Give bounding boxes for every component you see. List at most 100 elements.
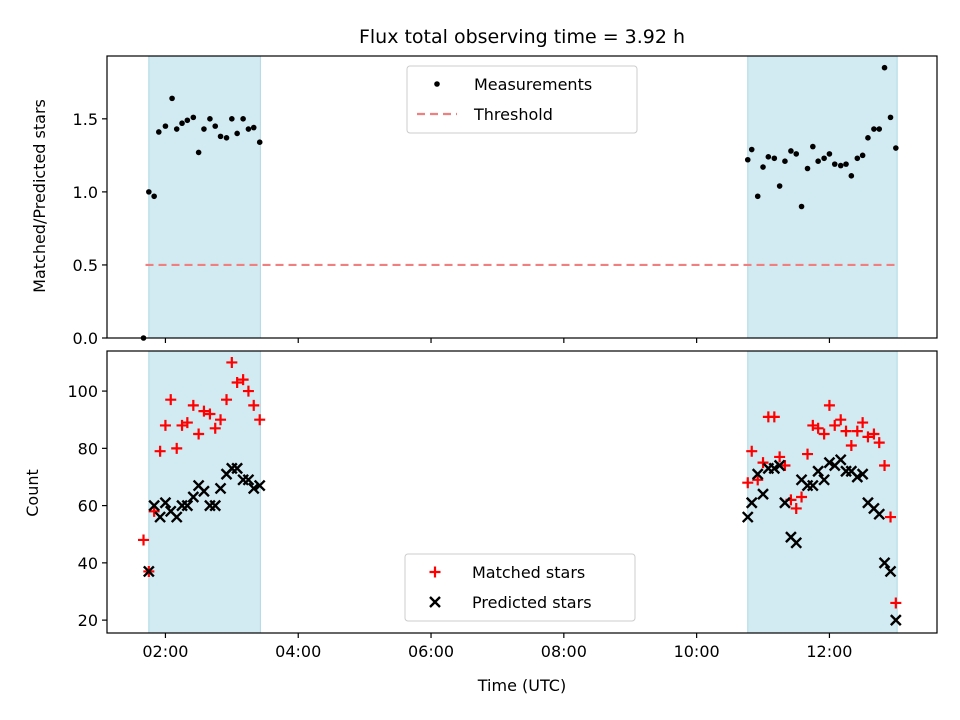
matched-star-point [862,431,874,443]
predicted-star-point [148,499,160,512]
predicted-star-point [790,536,803,549]
predicted-star-point [757,488,769,500]
matched-star-point [204,408,216,420]
measurement-point [155,129,162,135]
predicted-star-point [231,462,243,475]
measurement-point [810,143,816,150]
legend-box [404,553,636,622]
measurement-point [821,155,827,162]
predicted-star-point [745,496,758,509]
predicted-star-point [856,468,869,480]
predicted-star-point [209,499,222,512]
predicted-star-point [253,479,266,492]
matched-star-point [851,425,863,437]
measurement-point [782,158,788,165]
matched-star-point [868,428,880,440]
matched-star-point [242,385,254,397]
matched-star-point [215,414,227,426]
measurement-point [256,139,263,146]
measurement-point [240,116,246,122]
matched-star-point [187,399,199,411]
matched-star-point [154,445,166,457]
predicted-star-point [873,508,886,521]
predicted-star-point [812,465,824,478]
matched-star-point [835,414,847,426]
observing-interval-1 [747,55,898,339]
matched-star-point [890,597,902,609]
matched-star-point [159,419,171,431]
x-tick-label: 08:00 [541,642,587,661]
matched-star-point [209,422,221,434]
predicted-star-point [198,485,210,498]
matched-star-point [742,477,754,489]
measurement-point [815,158,821,165]
measurement-point [865,135,871,141]
measurement-point [793,151,800,157]
measurement-point [207,116,213,122]
measurement-point [184,117,191,124]
measurement-point [179,120,185,127]
matched-star-point [774,451,786,463]
legend-label: Predicted stars [472,593,592,612]
matched-star-point [768,411,780,423]
axes-frame [106,55,938,339]
legend-label: Matched stars [472,563,585,582]
measurement-point [798,203,805,210]
measurement-point [173,126,180,132]
axes-frame [106,350,938,634]
measurement-point [190,114,197,121]
legend-marker-predicted [429,596,441,608]
predicted-star-point [154,511,166,523]
top-y-axis-label: Matched/Predicted stars [30,99,49,293]
observing-interval-0 [148,55,261,339]
chart-title: Flux total observing time = 3.92 h [359,26,685,48]
y-tick-label: 1.0 [73,183,98,202]
measurement-point [201,126,207,132]
legend: Matched stars Predicted stars [404,553,636,622]
measurement-point [826,151,833,157]
matched-star-point [248,399,260,411]
measurement-point [776,183,783,189]
matched-star-point [193,428,205,440]
measurement-point [754,193,761,200]
measurement-point [859,152,866,159]
measurement-point [831,161,838,167]
measurement-point [893,145,899,151]
matched-star-point [829,419,841,431]
predicted-star-point [884,565,897,578]
predicted-star-point [806,479,819,492]
legend-box [406,65,638,134]
matched-star-point [857,417,869,429]
y-tick-label: 1.5 [73,110,98,129]
x-tick-label: 04:00 [275,642,321,661]
matched-star-point [873,437,885,449]
measurement-point [881,64,888,71]
measurement-point [748,146,755,153]
top-panel: 0.0 0.5 1.0 1.5 Measurements Threshold [73,55,938,348]
bottom-panel: 20 40 60 80 100 02:00 04:00 06:00 08:00 10:00 12:0… [67,350,938,661]
matched-star-point [171,442,183,454]
measurement-point [887,114,894,121]
predicted-star-point [889,614,902,626]
measurement-point [804,165,811,172]
measurement-point [843,161,849,167]
predicted-star-point [142,565,155,578]
x-tick-label: 10:00 [674,642,720,661]
predicted-star-point [170,511,183,523]
measurement-point [848,173,855,179]
matched-star-point [796,491,808,503]
matched-star-point [237,374,249,386]
y-tick-label: 20 [78,611,98,630]
matched-star-point [181,417,193,429]
measurement-point [771,155,778,162]
measurement-point [169,95,175,102]
measurement-point [760,164,766,170]
measurement-point [223,135,230,141]
matched-star-point [226,356,238,368]
predicted-star-point [247,482,260,495]
x-axis-label: Time (UTC) [477,676,566,695]
x-tick-label: 12:00 [806,642,852,661]
matched-star-point [148,505,160,517]
measurement-point [250,124,257,131]
